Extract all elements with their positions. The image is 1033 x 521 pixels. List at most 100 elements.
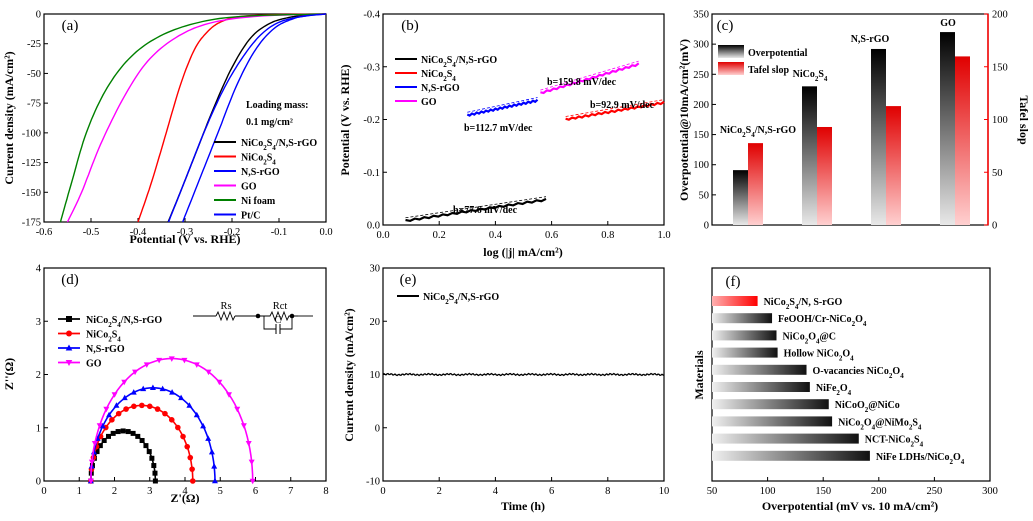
panel-c-legend-label: Tafel slop bbox=[748, 65, 789, 76]
panel-a-ytick-label: -75 bbox=[27, 99, 41, 110]
panel-b-legend-label: GO bbox=[421, 97, 437, 108]
panel-c-legend-label: Overpotential bbox=[748, 48, 808, 59]
panel-c-ytick-right-label: 150 bbox=[992, 62, 1008, 73]
panel-c-category-label: N,S-rGO bbox=[851, 34, 890, 45]
panel-d-point bbox=[211, 477, 218, 484]
panel-d-point bbox=[130, 389, 137, 395]
panel-d-point bbox=[143, 362, 150, 368]
panel-d-point bbox=[139, 438, 145, 444]
panel-b-xlabel: log (|j| mA/cm²) bbox=[483, 245, 563, 259]
panel-a-ylabel: Current density (mA/cm²) bbox=[2, 51, 16, 184]
panel-b-ylabel: Potential (V vs. RHE) bbox=[338, 64, 352, 175]
panel-e-xtick-label: 10 bbox=[659, 486, 670, 497]
panel-d-point bbox=[178, 394, 185, 401]
panel-a-xtick-label: -0.3 bbox=[177, 227, 194, 238]
panel-b-fit-line bbox=[467, 97, 538, 113]
panel-b-series-line bbox=[405, 197, 547, 223]
panel-a-ytick-label: -25 bbox=[27, 39, 41, 50]
panel-d-legend-label: NiCo2S4 bbox=[86, 330, 121, 344]
panel-f-bar bbox=[712, 450, 870, 461]
panel-a-ytick-label: -150 bbox=[22, 188, 41, 199]
panel-f-xtick-label: 200 bbox=[871, 486, 887, 497]
panel-d-xtick-label: 2 bbox=[112, 486, 117, 497]
panel-c-bar-tafel bbox=[748, 143, 763, 225]
panel-d-point bbox=[184, 443, 191, 450]
panel-b-ytick-label: 0.0 bbox=[367, 221, 380, 232]
circuit-resistor-rct bbox=[258, 310, 298, 322]
panel-f-xtick-label: 250 bbox=[927, 486, 943, 497]
panel-b-label: (b) bbox=[401, 18, 419, 34]
panel-d-point bbox=[189, 478, 196, 484]
panel-d-point bbox=[91, 440, 98, 447]
panel-d-point bbox=[152, 470, 158, 476]
panel-a-xtick-label: -0.5 bbox=[83, 227, 100, 238]
panel-a-annotation: Loading mass: bbox=[246, 100, 309, 111]
panel-d-point bbox=[106, 411, 113, 418]
circuit-label-c: C bbox=[274, 315, 281, 326]
panel-d-point bbox=[146, 403, 153, 410]
panel-b-fit-line bbox=[405, 196, 547, 219]
panel-b-legend-label: NiCo2S4 bbox=[421, 69, 456, 83]
panel-c-ytick-right-label: 50 bbox=[992, 168, 1003, 179]
panel-d-point bbox=[88, 459, 95, 466]
panel-d-point bbox=[125, 429, 131, 435]
circuit-resistor-rs bbox=[215, 310, 236, 322]
panel-c-ylabel: Overpotential@10mA/cm²(mV) bbox=[677, 39, 691, 201]
panel-d-legend-marker bbox=[65, 360, 73, 366]
panel-d-point bbox=[97, 443, 103, 449]
panel-d-point bbox=[189, 466, 195, 472]
panel-b-xtick-label: 0.2 bbox=[433, 230, 446, 241]
panel-d-label: (d) bbox=[61, 272, 79, 288]
panel-f-category-label: NiCo2S4/N, S-rGO bbox=[764, 297, 843, 311]
panel-c-category-label: GO bbox=[940, 18, 956, 29]
panel-a-legend-label: NiCo2S4 bbox=[241, 153, 276, 167]
panel-d-xtick-label: 7 bbox=[288, 486, 293, 497]
circuit-wire bbox=[280, 316, 293, 330]
panel-c-ytick-label: 100 bbox=[693, 160, 709, 171]
panel-d-point bbox=[111, 392, 118, 398]
panel-e-xtick-label: 6 bbox=[549, 486, 554, 497]
panel-b-series-line bbox=[540, 62, 640, 95]
panel-d-point bbox=[249, 478, 256, 485]
panel-e-ytick-label: 30 bbox=[370, 264, 381, 275]
panel-b-xtick-label: 0.8 bbox=[601, 230, 614, 241]
panel-e-ytick-label: 20 bbox=[370, 317, 381, 328]
panel-c-ytick-label: 300 bbox=[693, 40, 709, 51]
panel-d-xtick-label: 1 bbox=[77, 486, 82, 497]
panel-c-bar-tafel bbox=[886, 106, 901, 225]
panel-d-point bbox=[205, 435, 212, 441]
panel-e-ytick-label: -10 bbox=[366, 477, 380, 488]
panel-d-point bbox=[180, 433, 186, 440]
panel-b-legend-label: NiCo2S4/N,S-rGO bbox=[421, 55, 497, 69]
panel-f-bar bbox=[712, 347, 778, 358]
panel-d-point bbox=[87, 478, 94, 485]
panel-b-slope-label: b=92.9 mV/dec bbox=[590, 100, 655, 111]
panel-d-point bbox=[205, 369, 212, 376]
panel-d-point bbox=[193, 411, 200, 418]
panel-c-ytick-label: 200 bbox=[693, 100, 709, 111]
panel-a-series-line bbox=[66, 13, 327, 223]
panel-a-ytick-label: -50 bbox=[27, 69, 41, 80]
panel-c-category-label: NiCo2S4/N,S-rGO bbox=[720, 125, 796, 139]
panel-d-point bbox=[181, 357, 188, 364]
panel-d-point bbox=[123, 406, 129, 412]
panel-d-point bbox=[149, 384, 156, 391]
panel-f-category-label: NiCo2O4@NiMo2S4 bbox=[838, 417, 922, 431]
panel-e-series-line bbox=[382, 372, 665, 377]
panel-a-label: (a) bbox=[62, 18, 79, 34]
panel-f-bar bbox=[712, 330, 777, 341]
panel-d-point bbox=[169, 389, 176, 395]
panel-d-xtick-label: 6 bbox=[253, 486, 258, 497]
panel-a-annotation: 0.1 mg/cm² bbox=[246, 117, 293, 128]
circuit-label-rct: Rct bbox=[273, 301, 288, 312]
panel-d-point bbox=[131, 403, 137, 410]
panel-e-label: (e) bbox=[400, 272, 417, 288]
panel-b-frame bbox=[382, 13, 665, 226]
panel-b-xtick-label: 0.0 bbox=[376, 230, 389, 241]
panel-a-ytick-label: -175 bbox=[22, 218, 41, 229]
panel-f-category-label: O-vacancies NiCo2O4 bbox=[813, 366, 905, 380]
panel-d-series-line bbox=[90, 404, 194, 482]
panel-a-xlabel: Potential (V vs. RHE) bbox=[129, 232, 240, 246]
panel-d-point bbox=[121, 394, 128, 401]
panel-f-label: (f) bbox=[726, 274, 741, 290]
